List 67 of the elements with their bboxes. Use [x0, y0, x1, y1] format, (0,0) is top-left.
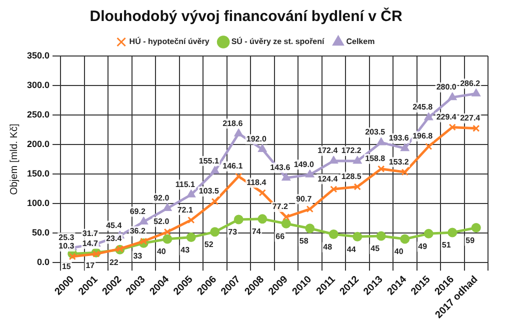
data-label: 22 — [109, 258, 119, 267]
chart-title: Dlouhodobý vývoj financování bydlení v ČR — [90, 7, 402, 26]
data-label: 103.5 — [198, 186, 220, 196]
data-label: 196.8 — [412, 132, 434, 141]
data-label: 33 — [133, 251, 143, 260]
data-label: 44 — [346, 244, 356, 254]
data-label: 73 — [228, 228, 238, 237]
data-label: 192.0 — [246, 134, 267, 144]
data-label: 280.0 — [436, 82, 457, 92]
data-label: 25.3 — [58, 232, 75, 242]
data-label: 15 — [62, 262, 72, 271]
data-label: 227.4 — [460, 114, 481, 123]
data-label: 52.0 — [154, 217, 170, 226]
data-label: 40 — [156, 247, 166, 256]
data-label: 149.0 — [294, 160, 314, 169]
data-label: 124.4 — [318, 174, 338, 184]
data-label: 158.8 — [365, 154, 386, 164]
data-label: 17 — [86, 260, 96, 270]
data-label: 45 — [370, 244, 380, 254]
y-tick-label: 350.0 — [26, 50, 50, 60]
data-label: 58 — [299, 236, 309, 246]
y-tick-label: 100.0 — [26, 198, 50, 208]
data-label: 45.4 — [106, 221, 122, 230]
data-label: 77.2 — [272, 202, 288, 212]
data-label: 69.2 — [130, 206, 146, 216]
data-label: 172.2 — [341, 146, 362, 156]
legend-label: SÚ - úvěry ze st. spoření — [231, 36, 326, 46]
data-label: 115.1 — [175, 180, 196, 189]
data-label: 10.3 — [58, 242, 75, 251]
data-label: 146.1 — [222, 162, 244, 171]
data-label: 90.7 — [296, 194, 312, 204]
y-tick-label: 150.0 — [26, 168, 50, 179]
data-label: 49 — [418, 242, 428, 251]
y-tick-label: 0.0 — [37, 257, 50, 268]
data-label: 51 — [442, 240, 452, 250]
data-label: 155.1 — [198, 156, 220, 166]
y-tick-label: 200.0 — [26, 139, 50, 150]
legend-label: Celkem — [346, 37, 375, 46]
data-label: 31.7 — [82, 229, 98, 238]
data-label: 143.6 — [270, 163, 291, 172]
data-label: 245.8 — [412, 102, 434, 112]
data-label: 72.1 — [177, 205, 194, 214]
data-label: 153.2 — [388, 157, 410, 166]
data-label: 286.2 — [460, 78, 481, 88]
data-label: 52 — [204, 240, 214, 250]
data-label: 203.5 — [365, 128, 386, 137]
data-label: 23.4 — [106, 234, 122, 243]
data-label: 128.5 — [341, 172, 362, 181]
data-label: 92.0 — [154, 194, 170, 203]
data-label: 40 — [394, 247, 404, 256]
legend-label: HÚ - hypoteční úvěry — [129, 36, 210, 46]
data-label: 193.6 — [388, 134, 410, 143]
data-label: 74 — [252, 227, 262, 236]
data-label: 14.7 — [82, 239, 98, 248]
y-tick-label: 250.0 — [26, 110, 50, 120]
data-label: 218.6 — [222, 118, 244, 128]
y-tick-label: 50.0 — [32, 228, 50, 238]
y-axis-title: Objem [mld. Kč] — [8, 124, 20, 195]
data-label: 229.4 — [436, 112, 457, 122]
data-label: 48 — [323, 242, 333, 252]
data-label: 59 — [466, 236, 476, 245]
data-label: 43 — [180, 245, 190, 254]
data-label: 118.4 — [246, 178, 267, 187]
data-label: 36.2 — [130, 226, 146, 236]
data-label: 66 — [276, 232, 286, 241]
y-tick-label: 300.0 — [26, 80, 50, 90]
data-label: 172.4 — [318, 146, 338, 156]
